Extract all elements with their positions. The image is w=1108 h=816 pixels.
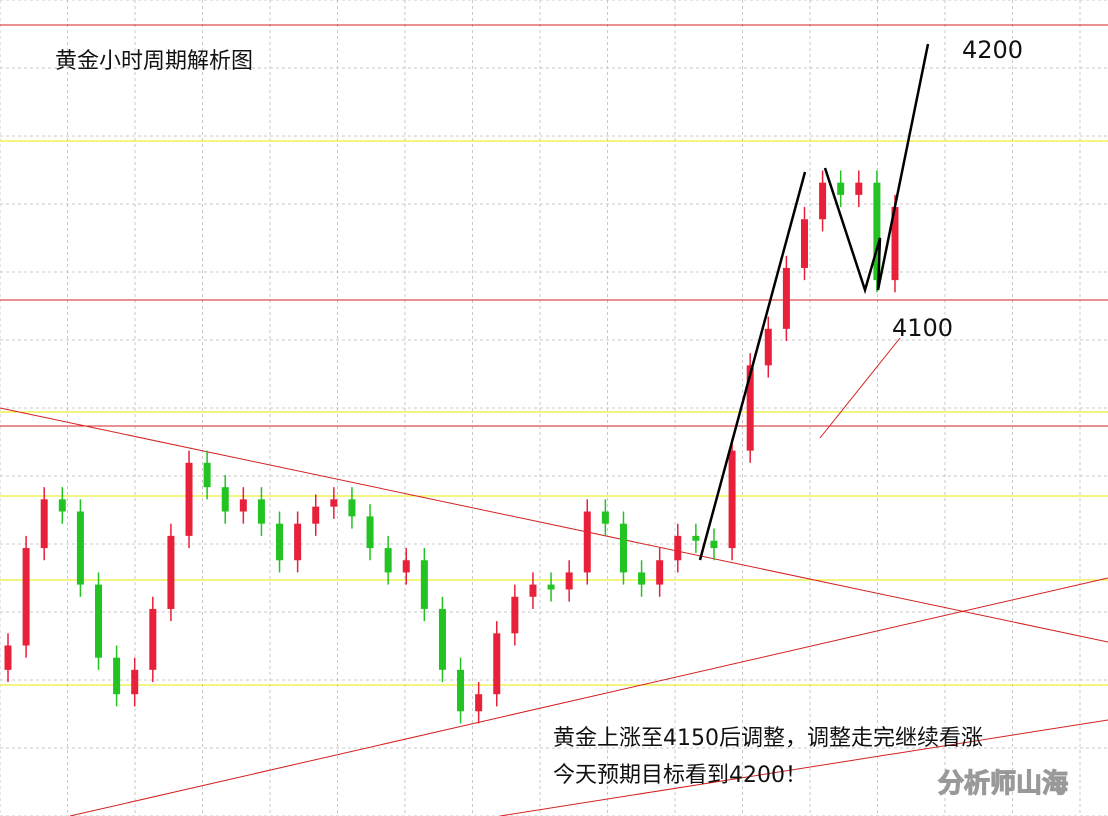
candle-body	[203, 462, 211, 488]
candle-body	[511, 596, 519, 634]
candle-body	[583, 511, 591, 573]
candle-body	[493, 633, 501, 695]
trend-line	[69, 577, 1108, 816]
trend-line	[0, 407, 1108, 643]
candle-body	[800, 219, 808, 268]
candle-body	[601, 511, 609, 524]
candle-body	[746, 365, 754, 451]
candle-body	[131, 669, 139, 695]
candle-body	[619, 523, 627, 573]
candle-body	[873, 182, 881, 281]
candle-body	[366, 516, 374, 549]
ma-line	[819, 337, 901, 439]
candle-body	[95, 584, 103, 658]
candle-body	[4, 645, 12, 670]
levels	[0, 24, 1108, 816]
candle-body	[294, 523, 302, 561]
watermark: 分析师山海	[938, 769, 1068, 799]
target-label: 4200	[962, 36, 1023, 64]
candle-body	[674, 535, 682, 561]
candle-body	[58, 499, 66, 512]
candle-body	[891, 207, 899, 281]
candle-body	[819, 182, 827, 220]
chart-title: 黄金小时周期解析图	[55, 49, 253, 74]
candle-body	[457, 669, 465, 712]
candle-body	[167, 535, 175, 609]
candle-body	[728, 450, 736, 549]
candle-body	[764, 328, 772, 366]
candle-body	[438, 608, 446, 670]
candle-body	[529, 584, 537, 597]
candle-body	[40, 499, 48, 549]
candle-body	[348, 499, 356, 517]
candle-body	[420, 560, 428, 609]
candle-body	[692, 535, 700, 541]
candle-body	[384, 548, 392, 573]
candle-body	[149, 608, 157, 670]
candle-body	[239, 499, 247, 512]
pen-line	[823, 43, 930, 295]
candle-body	[475, 694, 483, 712]
drawn-path	[698, 43, 930, 561]
candle-body	[638, 572, 646, 585]
candle-body	[113, 657, 121, 695]
candle-body	[782, 267, 790, 329]
candle-body	[837, 182, 845, 195]
candle-body	[312, 506, 320, 524]
pen-line	[698, 171, 807, 561]
candle-body	[76, 511, 84, 585]
annotation: 今天预期目标看到4200！	[553, 763, 807, 788]
candle-body	[565, 572, 573, 590]
candle-body	[656, 560, 664, 585]
candle-body	[710, 540, 718, 549]
annotation: 黄金上涨至4150后调整，调整走完继续看涨	[553, 726, 983, 751]
candle-body	[402, 560, 410, 573]
candle-body	[547, 584, 555, 590]
trend-line	[499, 719, 1108, 816]
candle-body	[22, 548, 30, 646]
candle-body	[257, 499, 265, 524]
candle-body	[330, 499, 338, 507]
candle-body	[185, 462, 193, 536]
candle-body	[221, 487, 229, 512]
candles	[4, 170, 899, 724]
candle-body	[276, 523, 284, 561]
support-label: 4100	[892, 314, 953, 342]
candle-body	[855, 182, 863, 195]
